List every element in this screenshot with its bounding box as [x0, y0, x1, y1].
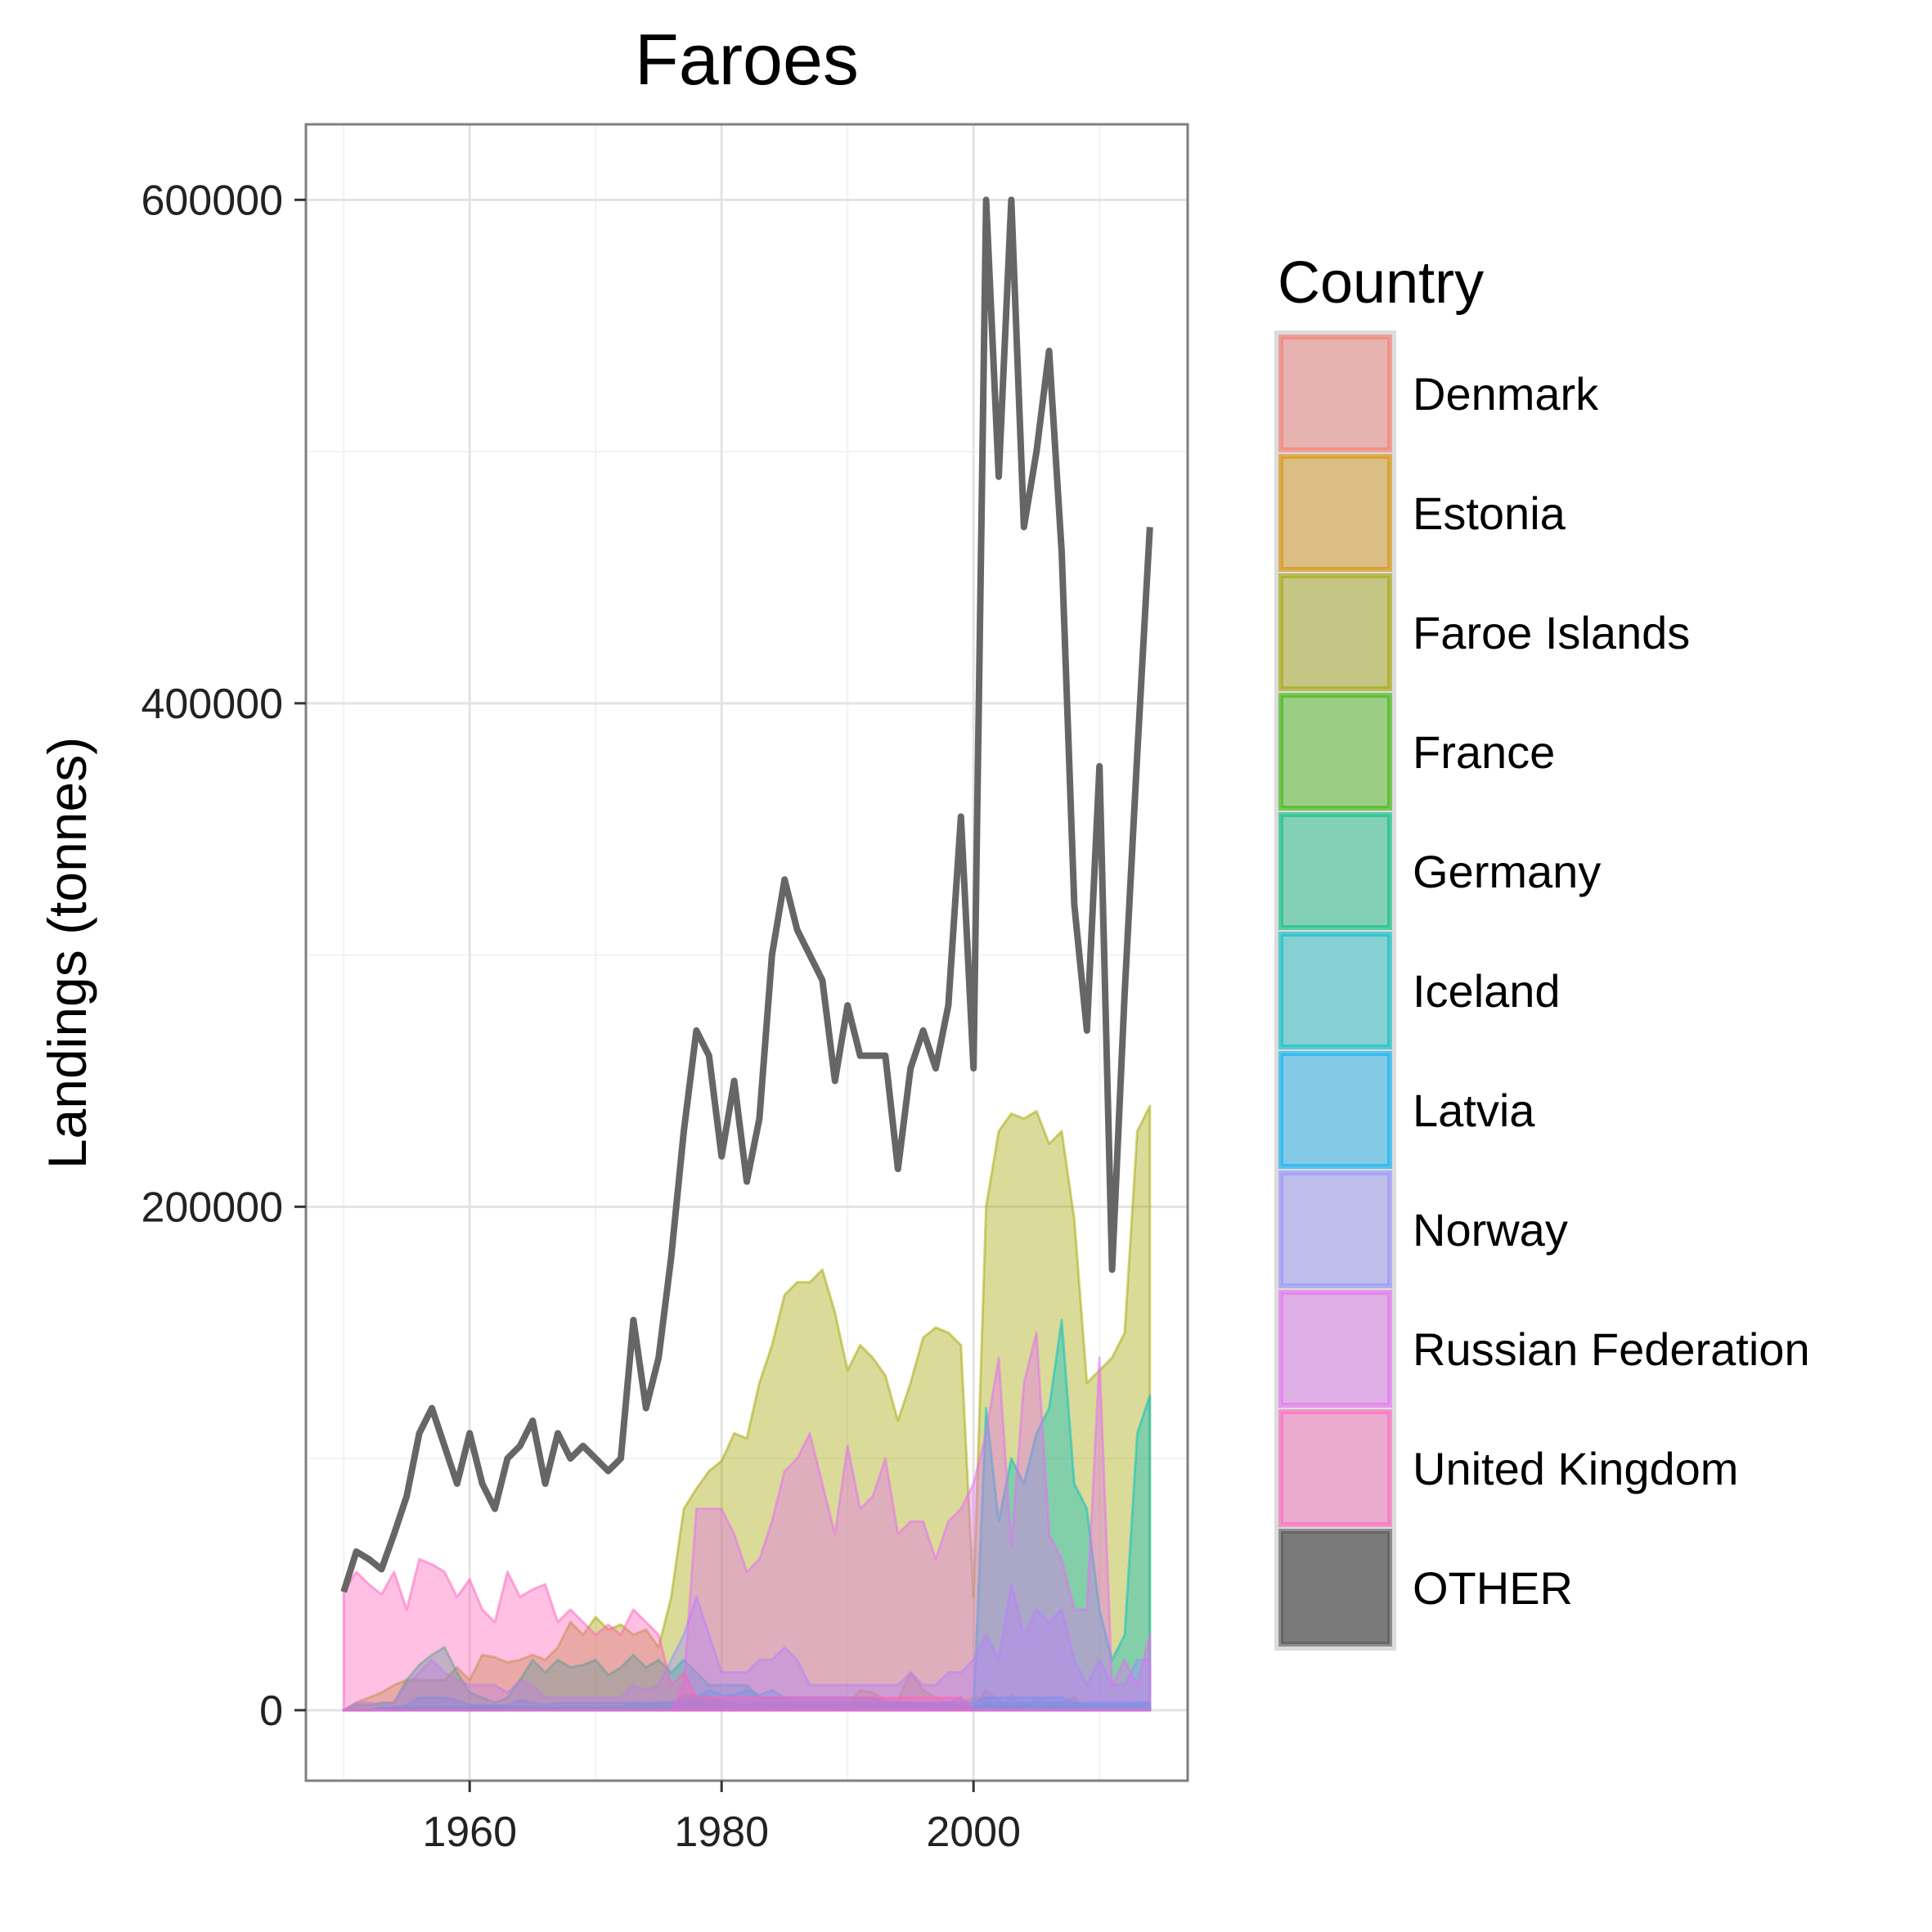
legend-label: Faroe Islands	[1413, 607, 1690, 658]
legend-label: Latvia	[1413, 1085, 1535, 1136]
y-axis: 0 200000 400000 600000	[141, 177, 306, 1735]
legend-swatch	[1278, 932, 1392, 1049]
legend-swatch	[1278, 693, 1392, 811]
area-latvia	[342, 1696, 1152, 1712]
area-iceland	[342, 1319, 1152, 1712]
y-tick-label: 0	[259, 1687, 283, 1735]
legend-label: Russian Federation	[1413, 1323, 1810, 1375]
legend: Country Denmark Estonia Faroe Islands Franc…	[1274, 250, 1810, 1651]
legend-swatch	[1278, 1290, 1392, 1408]
legend-swatch	[1278, 335, 1392, 452]
legend-label: France	[1413, 726, 1555, 778]
legend-swatch	[1278, 1051, 1392, 1169]
legend-label: United Kingdom	[1413, 1443, 1738, 1494]
legend-label: Estonia	[1413, 487, 1566, 539]
x-tick-label: 2000	[926, 1808, 1021, 1856]
legend-label: Germany	[1413, 846, 1601, 897]
legend-label: Norway	[1413, 1204, 1568, 1256]
x-axis: 1960 1980 2000	[422, 1781, 1021, 1856]
y-axis-title: Landings (tonnes)	[37, 737, 97, 1169]
legend-title: Country	[1278, 250, 1484, 316]
chart-title: Faroes	[635, 19, 859, 100]
area-faroe-islands	[342, 1104, 1152, 1712]
y-tick-label: 400000	[141, 681, 283, 728]
legend-swatch	[1278, 1409, 1392, 1527]
series-areas	[342, 1104, 1152, 1712]
legend-swatch	[1278, 1529, 1392, 1647]
legend-label: OTHER	[1413, 1562, 1573, 1614]
legend-swatch	[1278, 573, 1392, 691]
legend-key-background	[1274, 330, 1396, 1651]
legend-label: Denmark	[1413, 368, 1599, 420]
total-line	[340, 196, 1153, 1593]
y-tick-label: 600000	[141, 177, 283, 224]
y-tick-label: 200000	[141, 1184, 283, 1231]
x-tick-label: 1960	[422, 1808, 517, 1856]
legend-swatch	[1278, 454, 1392, 572]
legend-keys: Denmark Estonia Faroe Islands France Germany…	[1274, 330, 1810, 1651]
legend-swatch	[1278, 1170, 1392, 1288]
plot-panel	[304, 123, 1189, 1782]
legend-label: Iceland	[1413, 965, 1561, 1017]
area-norway	[342, 1583, 1152, 1712]
panel-border	[304, 123, 1189, 1782]
x-tick-label: 1980	[674, 1808, 769, 1856]
legend-swatch	[1278, 812, 1392, 930]
area-united-kingdom	[342, 1557, 1152, 1712]
